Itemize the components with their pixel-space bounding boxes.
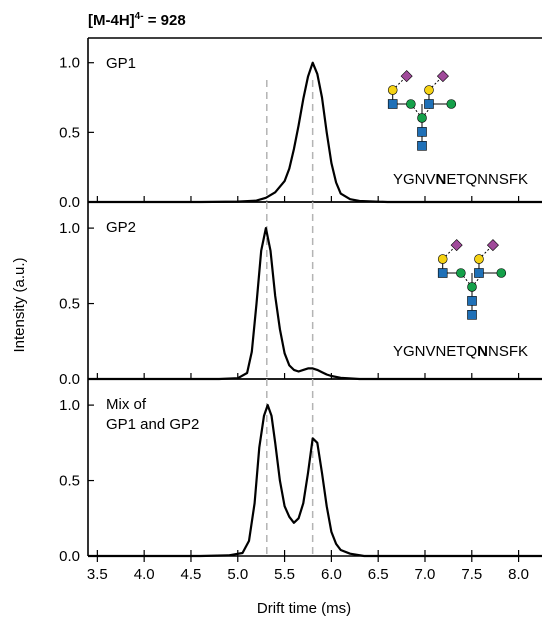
glcnac-icon (467, 296, 477, 306)
x-tick-label: 8.0 (508, 566, 529, 583)
glycan-structure (387, 70, 457, 151)
x-tick-label: 6.5 (368, 566, 389, 583)
glcnac-icon (387, 99, 398, 109)
y-tick-label: 0.0 (59, 548, 80, 565)
glcnac-icon (417, 127, 427, 137)
sequence-part: ETQNNSFK (446, 171, 528, 188)
galactose-icon (424, 85, 434, 95)
glcnac-icon (437, 268, 448, 278)
y-tick-label: 0.5 (59, 296, 80, 313)
sialic-acid-icon (486, 239, 499, 252)
panel-label: GP1 (106, 55, 136, 72)
series-line (88, 227, 542, 381)
glcnac-icon (474, 268, 484, 278)
glycan-linkage (421, 103, 434, 119)
y-tick-label: 0.0 (59, 371, 80, 388)
sequence-part: YGNV (393, 171, 436, 188)
y-tick-label: 1.0 (59, 55, 80, 72)
glycan-linkage (410, 103, 423, 119)
mannose-icon (496, 268, 507, 278)
y-tick-label: 1.0 (59, 220, 80, 237)
sequence-part: NSFK (488, 343, 528, 360)
y-tick-label: 0.0 (59, 194, 80, 211)
glycosite-residue: N (435, 171, 446, 188)
mannose-icon (456, 268, 466, 278)
x-tick-label: 5.5 (274, 566, 295, 583)
mannose-icon (446, 99, 457, 109)
panel-1: 0.0 0.5 1.0 GP1 YGNVNETQNNSFK (59, 37, 542, 211)
y-tick-label: 1.0 (59, 397, 80, 414)
galactose-icon (437, 254, 448, 264)
figure-title-superscript: 4- (135, 11, 144, 22)
glcnac-icon (467, 310, 477, 320)
peptide-sequence: YGNVNETQNNSFK (393, 343, 528, 360)
x-tick-label: 4.0 (134, 566, 155, 583)
galactose-icon (474, 254, 484, 264)
y-tick-label: 0.5 (59, 473, 80, 490)
y-axis-label: Intensity (a.u.) (11, 257, 28, 352)
glycosite-residue: N (477, 343, 488, 360)
x-axis-label: Drift time (ms) (257, 600, 351, 617)
mannose-icon (406, 99, 416, 109)
panel-label: GP2 (106, 219, 136, 236)
panel-label: GP1 and GP2 (106, 416, 199, 433)
glcnac-icon (417, 141, 427, 151)
mannose-icon (467, 282, 477, 292)
x-tick-label: 7.0 (415, 566, 436, 583)
x-tick-label: 4.5 (181, 566, 202, 583)
x-tick-label: 5.0 (227, 566, 248, 583)
series-line (88, 61, 542, 204)
sequence-part: YGNVNETQ (393, 343, 477, 360)
x-tick-label: 3.5 (87, 566, 108, 583)
x-tick-label: 7.5 (461, 566, 482, 583)
panel-3: 0.0 0.5 1.0 3.5 4.0 4.5 5.0 5.5 6.0 6.5 7.0 7.5 8.0 M… (59, 378, 542, 583)
glycan-linkage (460, 272, 473, 288)
sialic-acid-icon (436, 70, 449, 83)
glycan-structure (437, 239, 507, 320)
figure-title-main: [M-4H] (88, 12, 135, 29)
panel-2: 0.0 0.5 1.0 GP2 YGNVNETQNNSFK (59, 201, 542, 388)
series-line (88, 404, 542, 558)
glcnac-icon (424, 99, 434, 109)
galactose-icon (387, 85, 398, 95)
peptide-sequence: YGNVNETQNNSFK (393, 171, 528, 188)
sialic-acid-icon (450, 239, 463, 252)
y-tick-label: 0.5 (59, 124, 80, 141)
glycan-linkage (471, 272, 484, 288)
figure-title: [M-4H]4- = 928 (88, 11, 186, 29)
mannose-icon (417, 113, 427, 123)
x-tick-label: 6.0 (321, 566, 342, 583)
sialic-acid-icon (400, 70, 413, 83)
panel-label: Mix of (106, 396, 147, 413)
figure-title-tail: = 928 (144, 12, 186, 29)
